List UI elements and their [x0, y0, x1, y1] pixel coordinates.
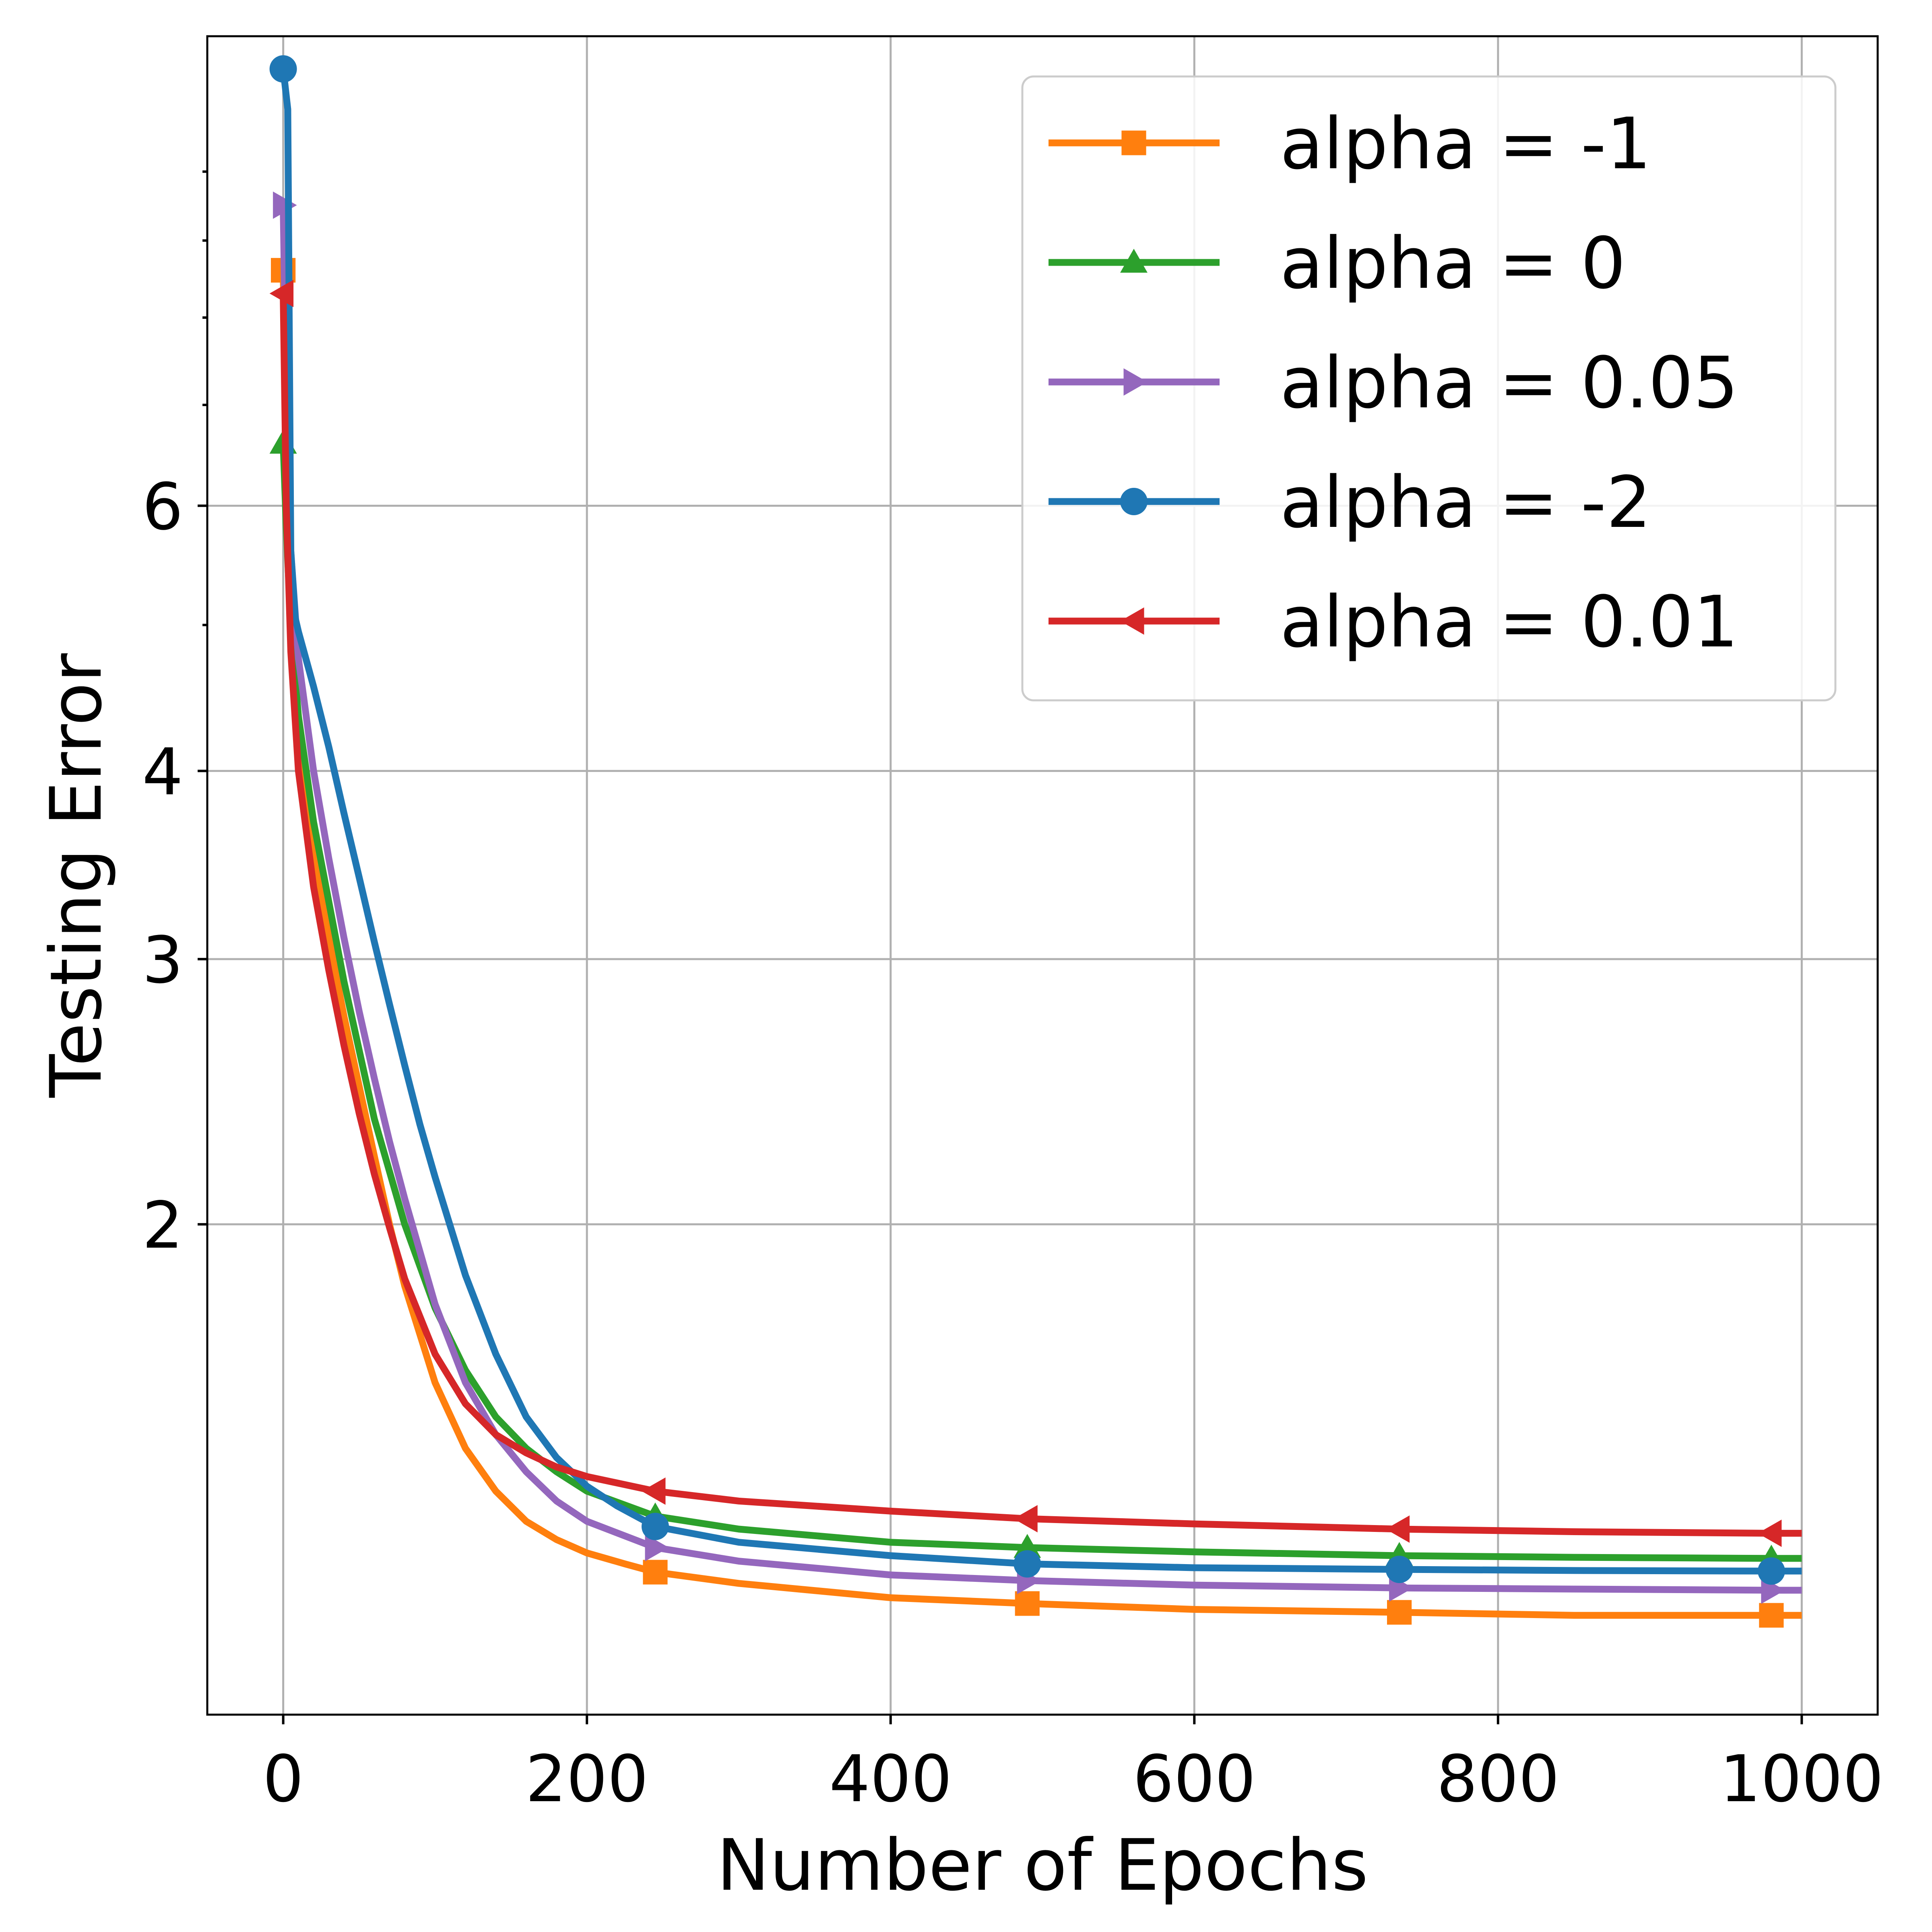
data-point [1759, 1603, 1784, 1628]
legend-swatch-marker [1121, 130, 1146, 155]
data-point [1013, 1534, 1041, 1558]
data-point [645, 1534, 669, 1561]
data-point [641, 1513, 669, 1540]
plot-area [269, 55, 1802, 1628]
y-axis-label: Testing Error [35, 653, 118, 1098]
x-tick-label: 800 [1437, 1741, 1559, 1816]
legend-entry: alpha = 0.05 [1049, 342, 1738, 424]
x-tick-label: 200 [525, 1741, 648, 1816]
series-line [280, 443, 1802, 1562]
data-point [1757, 1557, 1785, 1585]
x-tick-label: 600 [1133, 1741, 1256, 1816]
data-point [641, 1477, 666, 1505]
axis-ticks: 0 200 400 600 800 1000 2 3 4 6 [142, 170, 1884, 1816]
x-tick-label: 0 [263, 1741, 304, 1816]
y-tick-label: 3 [142, 923, 183, 998]
legend-swatch-marker [1123, 368, 1148, 396]
x-tick-label: 1000 [1720, 1741, 1884, 1816]
series-3 [269, 55, 1802, 1585]
legend-label: alpha = -2 [1280, 461, 1651, 544]
data-point [269, 280, 294, 308]
legend-entry: alpha = 0 [1049, 222, 1626, 305]
legend-label: alpha = 0 [1280, 222, 1626, 305]
y-tick-label: 4 [142, 734, 183, 809]
y-tick-label: 6 [142, 469, 183, 544]
data-point [273, 191, 297, 219]
legend-swatch-marker [1120, 249, 1148, 273]
series-group [269, 55, 1802, 1628]
legend-box [1021, 75, 1837, 702]
data-point [1013, 1505, 1038, 1533]
series-line [280, 68, 1802, 1575]
data-point [1385, 1556, 1413, 1583]
legend-swatch-marker [1120, 607, 1144, 635]
data-point [1385, 1515, 1410, 1543]
legend-entry: alpha = -1 [1049, 103, 1651, 185]
legend-label: alpha = 0.01 [1280, 581, 1738, 663]
legend-entry: alpha = 0.01 [1049, 581, 1738, 663]
data-point [1015, 1591, 1040, 1616]
series-line [280, 270, 1802, 1619]
data-point [269, 55, 297, 83]
legend-entry: alpha = -2 [1049, 461, 1651, 544]
series-line [280, 293, 1802, 1537]
y-tick-label: 2 [142, 1188, 183, 1263]
data-point [1387, 1600, 1412, 1625]
legend-swatch-marker [1120, 488, 1148, 515]
axes-frame [206, 35, 1879, 1716]
x-axis-label: Number of Epochs [716, 1824, 1368, 1907]
legend: alpha = -1 alpha = 0 alpha = 0.05 alpha = -… [1021, 75, 1837, 702]
data-point [643, 1560, 668, 1585]
series-4 [269, 280, 1802, 1547]
legend-label: alpha = -1 [1280, 103, 1651, 185]
series-line [280, 205, 1802, 1594]
data-point [1013, 1550, 1041, 1578]
data-point [1757, 1519, 1782, 1547]
x-tick-label: 400 [829, 1741, 952, 1816]
legend-label: alpha = 0.05 [1280, 342, 1738, 424]
